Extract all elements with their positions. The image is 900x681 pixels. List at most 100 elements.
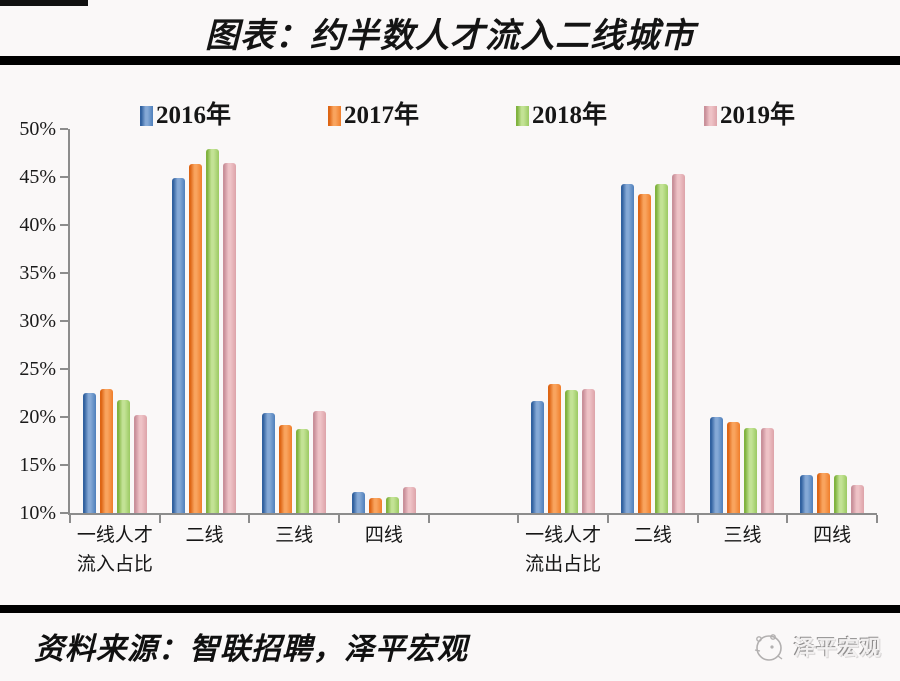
bar-2017年 [99, 389, 113, 513]
bar-2016年 [351, 491, 365, 513]
x-axis-label: 三线 [275, 525, 314, 546]
y-axis-label: 35% [19, 262, 56, 284]
bar-2016年 [82, 393, 96, 513]
x-axis-tick [248, 515, 251, 523]
bar-2018年 [744, 427, 758, 513]
y-axis-tick [60, 464, 68, 466]
bar-2016年 [800, 474, 814, 513]
legend-swatch-icon [140, 105, 153, 126]
y-axis-tick [60, 176, 68, 178]
x-axis-tick [696, 515, 699, 523]
bar-group [339, 129, 429, 513]
bar-2016年 [172, 177, 186, 513]
legend-item-2016年: 2016年 [140, 103, 231, 128]
source-note: 资料来源：智联招聘，泽平宏观 [34, 633, 468, 666]
y-axis-label: 25% [19, 358, 56, 380]
y-axis-label: 30% [19, 310, 56, 332]
y-axis-tick [60, 512, 68, 514]
bar-2019年 [582, 389, 596, 513]
bar-2019年 [671, 174, 685, 513]
bar-2017年 [637, 194, 651, 513]
bar-2017年 [368, 497, 382, 513]
y-axis-tick [60, 368, 68, 370]
bar-group [698, 129, 788, 513]
bar-2019年 [313, 411, 327, 513]
legend-label: 2018年 [531, 102, 607, 129]
bar-group [249, 129, 339, 513]
bar-2017年 [279, 424, 293, 513]
legend-swatch-icon [515, 105, 529, 126]
bar-2019年 [761, 427, 775, 513]
bar-2018年 [834, 474, 848, 513]
bar-2019年 [223, 162, 237, 513]
bottom-divider [0, 605, 900, 613]
x-axis-tick [786, 515, 789, 523]
legend-swatch-icon [703, 105, 717, 126]
y-axis-tick [60, 416, 68, 418]
y-axis-tick [60, 320, 68, 322]
bar-2017年 [548, 384, 562, 513]
y-axis-label: 15% [19, 454, 56, 476]
x-axis-label: 二线 [633, 525, 672, 546]
y-axis-label: 45% [19, 166, 56, 188]
y-axis-label: 20% [19, 406, 56, 428]
legend-item-2018年: 2018年 [515, 102, 607, 129]
watermark-text: 泽平宏观 [794, 636, 882, 660]
bar-2017年 [817, 472, 831, 513]
x-axis-tick [338, 515, 340, 523]
y-axis-label: 10% [19, 502, 56, 524]
x-axis-label: 一线人才 流入占比 [76, 525, 153, 576]
bar-2016年 [710, 417, 724, 513]
watermark: 泽平宏观 [752, 630, 882, 664]
zeping-logo-icon [754, 634, 783, 661]
x-axis-tick [876, 515, 878, 523]
legend-label: 2019年 [719, 102, 795, 129]
legend: 2016年 2017年 2018年 2019年 [140, 103, 795, 128]
bar-group [608, 129, 698, 513]
bar-group [70, 129, 160, 513]
y-axis-label: 50% [19, 118, 56, 140]
bar-2019年 [133, 415, 147, 513]
top-left-line-artifact [0, 0, 88, 6]
x-axis-tick [607, 515, 609, 523]
y-axis-tick [60, 128, 68, 130]
x-axis-tick [69, 515, 71, 523]
x-axis-label: 二线 [185, 525, 224, 546]
title-divider [0, 56, 900, 65]
bar-2016年 [531, 400, 545, 513]
x-axis-label: 三线 [723, 525, 762, 546]
bar-2019年 [402, 487, 416, 513]
bar-2018年 [296, 429, 310, 513]
x-axis-tick [427, 515, 430, 523]
x-axis-tick [158, 515, 161, 523]
bar-group [160, 129, 250, 513]
bar-group [518, 129, 608, 513]
plot-area: 10% 15% 20% 25% 30% 35% 40% 45% 50% 一线人才 流入占比 二线 三线… [19, 119, 878, 575]
bar-2018年 [206, 149, 220, 513]
bar-group [787, 129, 877, 513]
bar-2018年 [385, 496, 399, 513]
bar-2018年 [654, 183, 668, 513]
x-axis-tick [517, 515, 520, 523]
legend-item-2017年: 2017年 [327, 102, 419, 129]
bar-2018年 [116, 399, 130, 513]
bar-2018年 [565, 390, 579, 513]
bar-2016年 [262, 413, 276, 513]
x-axis-label: 一线人才 流出占比 [525, 525, 602, 576]
legend-label: 2017年 [343, 102, 419, 129]
bar-2017年 [189, 163, 203, 513]
y-axis-label: 40% [19, 214, 56, 236]
bar-group [429, 129, 519, 513]
legend-label: 2016年 [156, 102, 232, 129]
y-axis-tick [60, 224, 68, 226]
bar-2016年 [620, 183, 634, 513]
y-axis-tick [60, 272, 68, 274]
legend-item-2019年: 2019年 [703, 102, 795, 129]
chart-title: 图表：约半数人才流入二线城市 [205, 18, 695, 55]
bar-2017年 [727, 421, 741, 513]
bar-2019年 [851, 485, 865, 513]
x-axis-label: 四线 [364, 525, 403, 546]
legend-swatch-icon [327, 105, 341, 126]
x-axis-label: 四线 [813, 525, 852, 546]
